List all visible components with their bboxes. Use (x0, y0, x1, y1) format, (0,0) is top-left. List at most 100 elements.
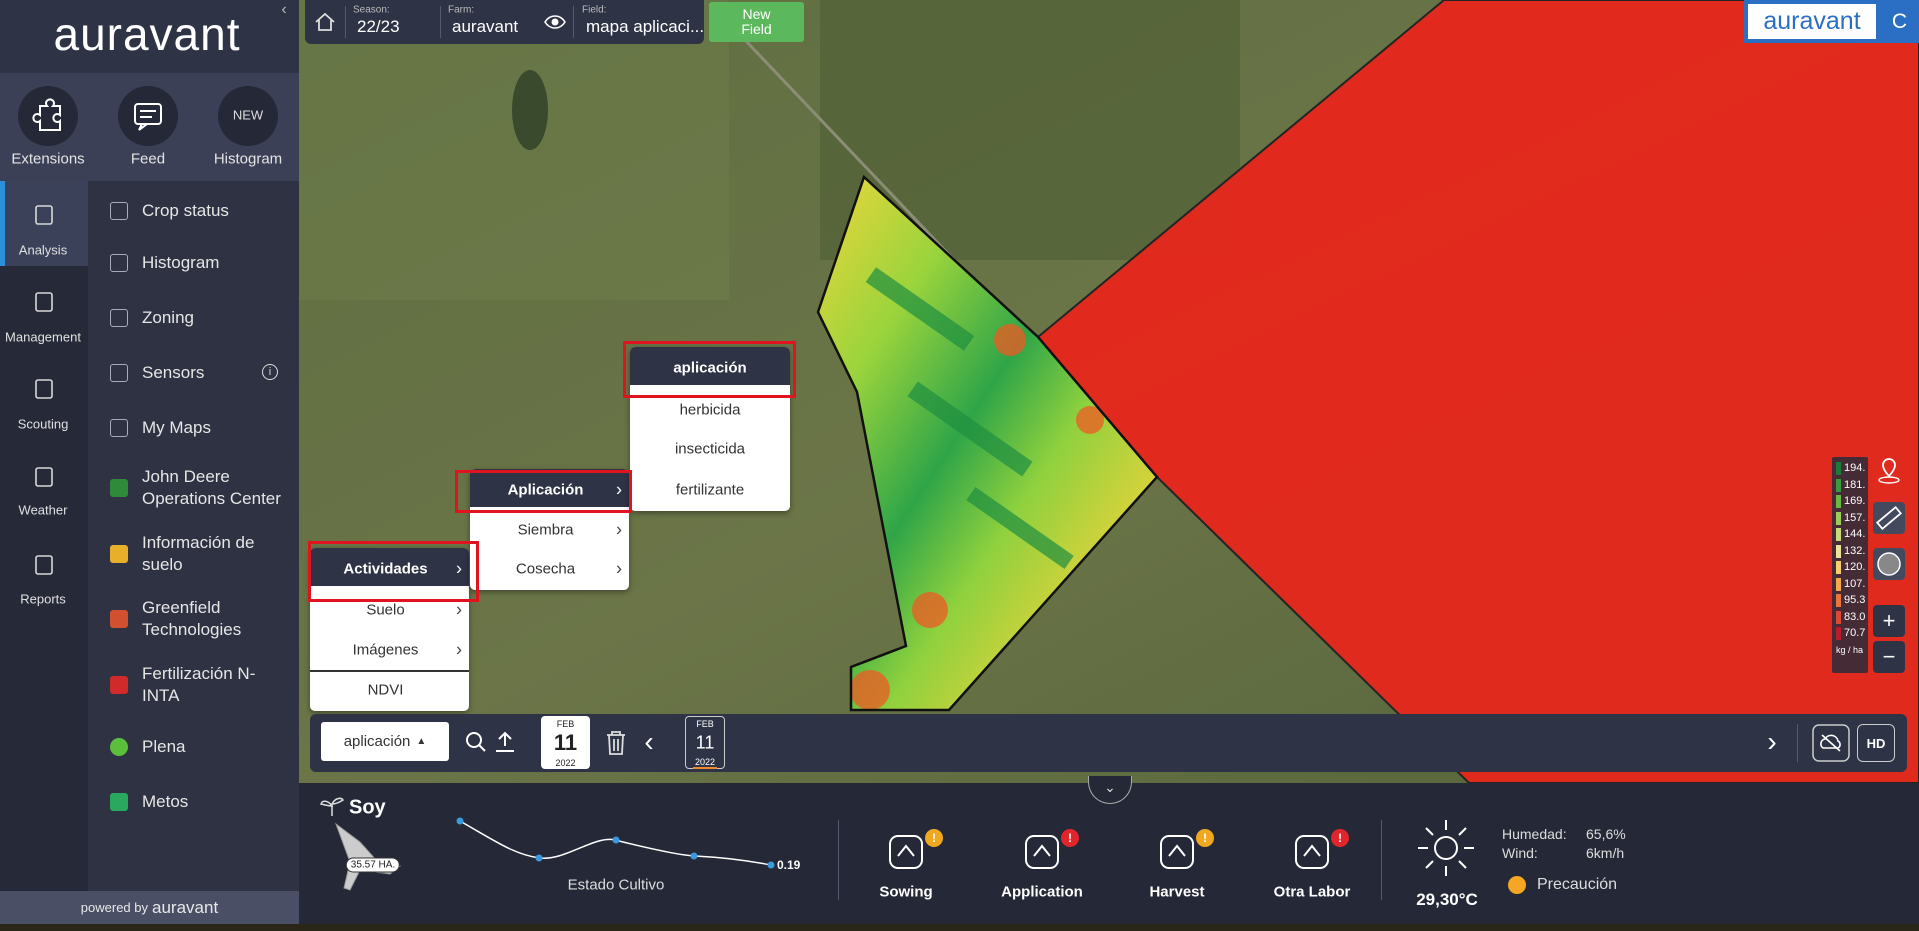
toolbar-divider (1797, 724, 1798, 762)
nav-icon[interactable] (31, 464, 57, 495)
search-button[interactable] (464, 730, 488, 759)
home-button[interactable] (313, 10, 337, 39)
humidity-value: 65,6% (1586, 826, 1626, 842)
highlight-box (308, 541, 479, 602)
new-field-label[interactable]: New Field (741, 6, 772, 37)
menu-item[interactable]: John Deere Operations Center (142, 467, 281, 508)
date-day: 11 (695, 732, 715, 753)
submenu-arrow: › (456, 599, 462, 620)
tool-button[interactable] (218, 86, 278, 146)
menu-item[interactable]: Greenfield Technologies (142, 598, 242, 639)
map-tool[interactable] (1873, 502, 1905, 534)
sidebar-footer: powered by auravant (0, 891, 299, 924)
menu-item[interactable]: Información de suelo (142, 533, 255, 574)
menu-item[interactable]: Sensors (142, 363, 205, 382)
user-avatar[interactable]: C (1880, 0, 1919, 43)
menu-item[interactable]: Crop status (142, 201, 229, 220)
divider (440, 6, 441, 38)
map-tool[interactable] (1873, 548, 1905, 580)
menu-divider (310, 670, 469, 672)
zoom-out[interactable]: − (1873, 641, 1905, 673)
field-area: 35.57 HA. (345, 857, 401, 873)
hd-button[interactable]: HD (1857, 724, 1895, 762)
delete-button[interactable] (604, 730, 628, 761)
nav-label[interactable]: Weather (18, 502, 68, 518)
nav-icon[interactable] (31, 202, 57, 233)
menu-option[interactable]: aplicación (673, 359, 747, 377)
menu-option[interactable]: Suelo (366, 601, 405, 619)
nav-label[interactable]: Analysis (18, 242, 68, 258)
task-icon[interactable] (882, 826, 930, 879)
menu-item[interactable]: Histogram (142, 253, 220, 272)
menu-option[interactable]: Aplicación (507, 481, 584, 499)
task-label[interactable]: Harvest (1149, 883, 1205, 901)
menu-item[interactable]: Zoning (142, 308, 194, 327)
menu-option[interactable]: Siembra (517, 521, 574, 539)
wind-value: 6km/h (1586, 845, 1625, 861)
nav-icon[interactable] (31, 552, 57, 583)
new-field-button[interactable]: New Field (709, 2, 804, 42)
menu-icon (110, 479, 128, 497)
brand-logo: auravant (1763, 7, 1861, 35)
info-icon[interactable]: i (262, 364, 278, 380)
task-label[interactable]: Otra Labor (1273, 883, 1351, 901)
prev-button[interactable]: ‹ (644, 726, 654, 757)
heat-blob (994, 324, 1026, 356)
temperature: 29,30°C (1416, 890, 1478, 909)
layer-select[interactable]: aplicación ▲ (321, 722, 449, 761)
legend-swatch (1836, 511, 1841, 525)
bottom-panel (299, 783, 1919, 924)
legend-swatch (1836, 544, 1841, 558)
menu-header (310, 548, 469, 590)
zoom-in[interactable]: + (1873, 605, 1905, 637)
farm-value[interactable]: auravant (452, 17, 519, 36)
field-value[interactable]: mapa aplicaci... (586, 17, 705, 36)
menu-item[interactable]: Fertilización N-INTA (142, 664, 256, 705)
layer-select-label[interactable]: aplicación (343, 733, 411, 750)
collapse-sidebar[interactable]: ‹ (281, 1, 287, 18)
menu-option[interactable]: Imágenes (352, 641, 419, 659)
highlight-box (455, 470, 632, 513)
nav-label[interactable]: Reports (20, 591, 66, 607)
top-bar (305, 0, 704, 44)
menu-item[interactable]: My Maps (142, 418, 211, 437)
upload-button[interactable] (493, 730, 517, 759)
nav-label[interactable]: Management (5, 329, 81, 345)
eye-toggle[interactable] (544, 13, 566, 36)
nav-label[interactable]: Scouting (17, 416, 69, 432)
date-box[interactable] (541, 716, 590, 769)
new-badge: NEW (232, 107, 264, 123)
task-label[interactable]: Sowing (879, 883, 933, 901)
menu-option[interactable]: Cosecha (515, 560, 576, 578)
tool-button[interactable] (18, 86, 78, 146)
menu-option[interactable]: fertilizante (675, 481, 745, 499)
tool-label: Feed (130, 150, 166, 168)
next-button[interactable]: › (1767, 726, 1777, 757)
menu-item[interactable]: Metos (142, 792, 189, 811)
menu-option[interactable]: herbicida (679, 401, 741, 419)
legend-value: 157. (1844, 511, 1866, 524)
nav-icon[interactable] (31, 376, 57, 407)
legend-value: 95.3 (1844, 594, 1866, 606)
menu-option[interactable]: Actividades (343, 560, 428, 578)
task-icon[interactable] (1153, 826, 1201, 879)
task-icon[interactable] (1288, 826, 1336, 879)
legend-value: 169. (1844, 495, 1866, 507)
logo-area (0, 0, 299, 73)
tool-button[interactable] (118, 86, 178, 146)
season-value[interactable]: 22/23 (357, 17, 400, 36)
legend-swatch (1836, 627, 1841, 640)
menu-item[interactable]: Plena (142, 737, 186, 756)
menu-option[interactable]: insecticida (674, 440, 746, 458)
cloud-toggle[interactable] (1812, 724, 1850, 767)
menu-icon (110, 419, 128, 437)
map-tool[interactable] (1873, 455, 1905, 487)
task-icon[interactable] (1018, 826, 1066, 879)
submenu-arrow: › (616, 558, 622, 579)
nav-icon[interactable] (31, 289, 57, 320)
legend-swatch (1836, 462, 1841, 475)
map[interactable] (299, 0, 1919, 783)
task-label[interactable]: Application (1001, 883, 1083, 901)
menu-option[interactable]: NDVI (367, 681, 404, 699)
tool-label: Extensions (11, 150, 85, 168)
